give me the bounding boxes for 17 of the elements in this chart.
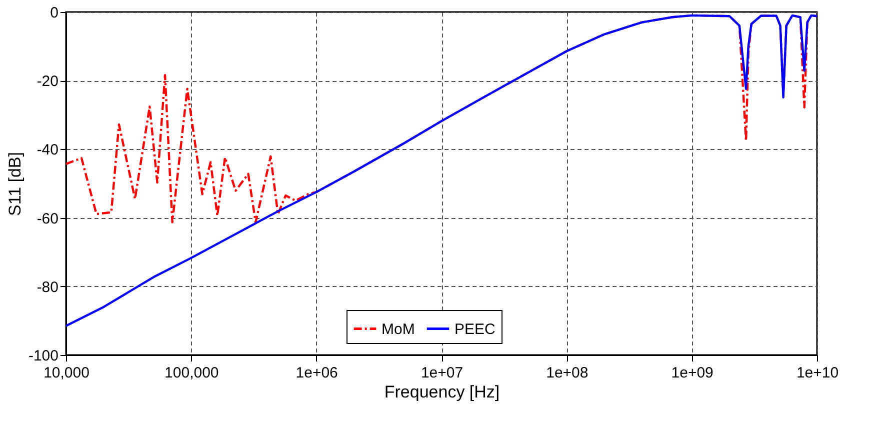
y-tick-label: -40 <box>36 142 58 159</box>
y-tick-label: -100 <box>28 348 58 364</box>
y-tick-label: 0 <box>50 4 58 22</box>
y-tick-label: -20 <box>36 73 58 90</box>
x-tick-label: 1e+06 <box>296 364 338 382</box>
x-tick-label: 10,000 <box>44 364 90 382</box>
legend-label: PEEC <box>454 320 496 338</box>
x-axis-title: Frequency [Hz] <box>384 382 500 402</box>
legend-label: MoM <box>382 320 415 338</box>
y-tick-label: -80 <box>36 278 58 296</box>
y-tick-label: -60 <box>36 210 58 228</box>
y-axis-title: S11 [dB] <box>5 152 24 216</box>
x-tick-label: 1e+07 <box>420 364 464 382</box>
x-tick-label: 100,000 <box>164 364 219 382</box>
x-tick-label: 1e+08 <box>546 364 588 382</box>
x-tick-label: 1e+10 <box>796 364 839 382</box>
x-tick-label: 1e+09 <box>671 364 714 382</box>
